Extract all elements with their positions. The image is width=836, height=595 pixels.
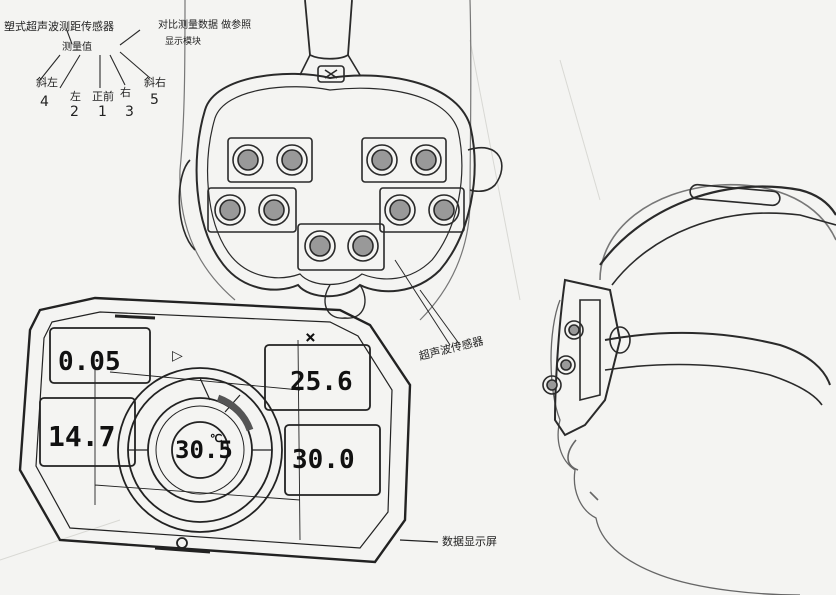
side-view-head	[542, 183, 836, 595]
close-mark: ×	[305, 327, 316, 348]
screen-annotation: 数据显示屏	[442, 534, 497, 548]
value-mid-left: 14.7	[48, 420, 115, 453]
note-right-line: 对比测量数据 做参照	[158, 18, 251, 31]
sensor-module-2	[361, 137, 447, 183]
direction-number-1: 4	[40, 94, 49, 110]
sensor-module-3	[207, 187, 297, 233]
direction-label-3: 正前	[92, 89, 114, 103]
panel-top-left	[49, 327, 151, 384]
direction-label-4: 右	[120, 85, 131, 99]
direction-label-1: 斜左	[36, 76, 58, 89]
panel-bottom-right	[284, 424, 381, 496]
value-top-left: 0.05	[58, 347, 121, 377]
play-mark: ▷	[172, 348, 183, 364]
front-view-goggle	[178, 0, 503, 346]
handwritten-notes	[39, 27, 151, 89]
direction-label-5: 斜右	[144, 75, 166, 89]
vent-slot	[689, 183, 781, 207]
sensor-module-1	[227, 137, 313, 183]
value-bottom-right: 30.0	[292, 445, 355, 475]
direction-label-2: 左	[70, 90, 81, 103]
direction-number-3: 1	[98, 104, 107, 120]
screen-leader-line	[399, 539, 439, 543]
center-unit: ℃	[210, 432, 222, 445]
bottom-tick-strip	[154, 546, 211, 554]
display-knob	[176, 537, 188, 549]
direction-number-5: 5	[150, 92, 159, 108]
top-tick-strip	[114, 314, 156, 320]
value-center: 30.5	[175, 436, 233, 464]
center-gauge	[117, 367, 283, 533]
sensor-module-4	[379, 187, 465, 233]
value-top-right: 25.6	[290, 367, 353, 397]
direction-number-4: 3	[125, 104, 134, 120]
direction-number-2: 2	[70, 104, 79, 120]
sensor-annotation: 超声波传感器	[417, 333, 484, 363]
note-right-line-2: 显示模块	[165, 35, 201, 47]
note-center-line: 测量值	[62, 40, 92, 53]
note-top-line: 塑式超声波测距传感器	[4, 19, 114, 33]
display-screen-device	[18, 296, 412, 564]
panel-mid-left	[39, 397, 136, 467]
sensor-module-5	[297, 223, 385, 271]
panel-top-right	[264, 344, 371, 411]
